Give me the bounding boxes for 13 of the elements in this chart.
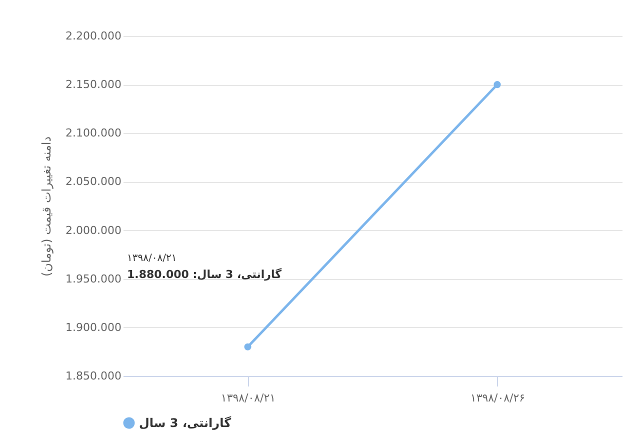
y-tick-label: 1.950.000 [66,272,122,286]
y-tick-label: 1.850.000 [66,370,122,382]
x-tick-label: ۱۳۹۸/۰۸/۲۶ [470,392,526,404]
annotation: گارانتی، 3 سال: 1.880.000 [127,268,282,281]
y-tick-label: 2.000.000 [66,224,122,237]
annotation: ۱۳۹۸/۰۸/۲۱ [127,253,177,264]
y-tick-label: 2.100.000 [66,126,122,140]
y-tick-label: 1.900.000 [66,320,122,334]
legend-label: گارانتی، 3 سال [139,416,232,430]
y-tick-label: 2.050.000 [66,175,122,188]
y-tick-label: 2.150.000 [66,78,122,92]
y-axis-title: دامنه تغییرات قیمت (تومان) [40,136,54,277]
y-tick-label: 2.200.000 [66,30,122,42]
